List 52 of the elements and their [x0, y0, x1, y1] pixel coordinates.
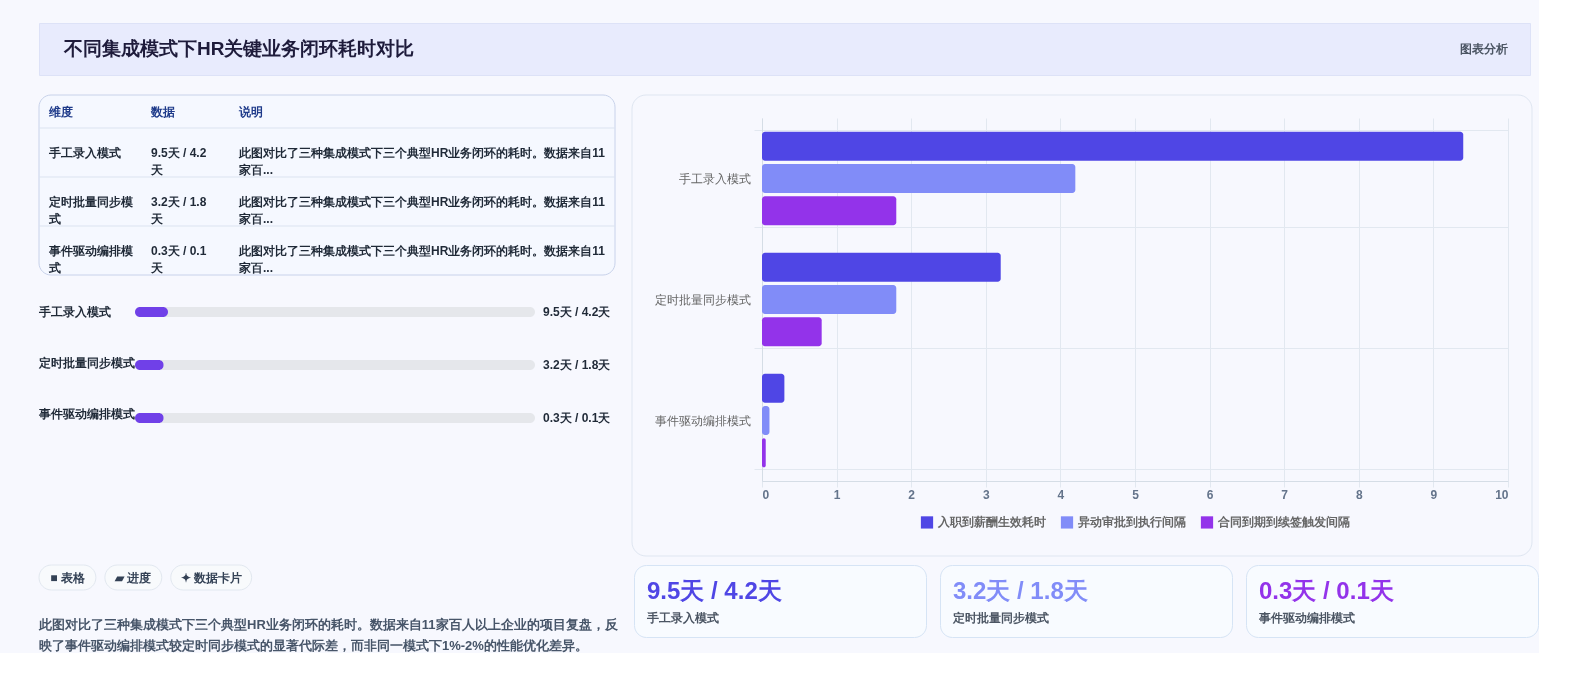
- category-label: 事件驱动编排模式: [1258, 611, 1355, 625]
- legend-label: 异动审批到执行间隔: [1077, 515, 1186, 530]
- text: 0.3天 / 0.1天: [1259, 577, 1394, 604]
- text: 此图对比了三种集成模式下三个典型HR业务闭环的耗时。数据来自11家百...: [238, 194, 606, 226]
- text: 9.5天 / 4.2天: [543, 305, 611, 319]
- bar: [762, 317, 822, 347]
- x-tick-label: 9: [1430, 487, 1438, 502]
- x-tick-label: 7: [1281, 487, 1289, 502]
- y-tick-label: 手工录入模式: [38, 305, 111, 319]
- text: ✦ 数据卡片: [180, 570, 242, 585]
- legend-label: 合同到期到续签触发间隔: [1217, 515, 1350, 530]
- text: 图表分析: [1460, 42, 1508, 56]
- x-tick-label: 1: [833, 487, 841, 502]
- legend-label: 入职到薪酬生效耗时: [937, 515, 1046, 530]
- bar: [762, 284, 897, 315]
- text: ▰ 进度: [114, 570, 152, 585]
- x-tick-label: 10: [1495, 487, 1509, 502]
- text: 不同集成模式下HR关键业务闭环耗时对比: [63, 38, 415, 59]
- bar: [762, 163, 1076, 194]
- text: 0.3天 / 0.1天: [543, 411, 611, 425]
- x-tick-label: 3: [982, 487, 990, 502]
- x-tick-label: 6: [1206, 487, 1214, 502]
- text: 数据: [150, 104, 175, 119]
- y-tick-label: 定时批量同步模式: [38, 356, 135, 370]
- text: 0.3天 / 0.1天: [150, 243, 207, 275]
- y-tick-label: 手工录入模式: [678, 172, 751, 186]
- text: 3.2天 / 1.8天: [543, 358, 611, 372]
- text: 此图对比了三种集成模式下三个典型HR业务闭环的耗时。数据来自11家百人以上企业的项目复盘，反映了事件驱动编排模式较定时同步模式的显著代际差，而非同一模式下1%-2%的性能优化差异。: [38, 616, 619, 653]
- y-tick-label: 事件驱动编排模式: [38, 407, 135, 421]
- x-tick-label: 0: [762, 487, 770, 502]
- bar: [762, 252, 1001, 282]
- text: 说明: [238, 104, 263, 119]
- text: 此图对比了三种集成模式下三个典型HR业务闭环的耗时。数据来自11家百...: [238, 243, 606, 275]
- text: 9.5天 / 4.2天: [150, 145, 207, 177]
- text: 9.5天 / 4.2天: [647, 577, 782, 604]
- text: 此图对比了三种集成模式下三个典型HR业务闭环的耗时。数据来自11家百...: [238, 145, 606, 177]
- text: 3.2天 / 1.8天: [150, 194, 207, 226]
- category-label: 定时批量同步模式: [952, 611, 1049, 625]
- x-tick-label: 8: [1355, 487, 1363, 502]
- x-tick-label: 2: [908, 487, 916, 502]
- bar: [762, 131, 1464, 161]
- y-tick-label: 定时批量同步模式: [654, 293, 751, 307]
- text: 3.2天 / 1.8天: [953, 577, 1088, 604]
- bar: [762, 373, 785, 403]
- x-tick-label: 4: [1057, 487, 1065, 502]
- text: 维度: [48, 104, 73, 119]
- x-tick-label: 5: [1132, 487, 1140, 502]
- text: ■ 表格: [50, 570, 86, 585]
- bar: [762, 405, 770, 436]
- bar: [762, 196, 897, 226]
- y-tick-label: 事件驱动编排模式: [654, 414, 751, 428]
- bar: [762, 438, 766, 468]
